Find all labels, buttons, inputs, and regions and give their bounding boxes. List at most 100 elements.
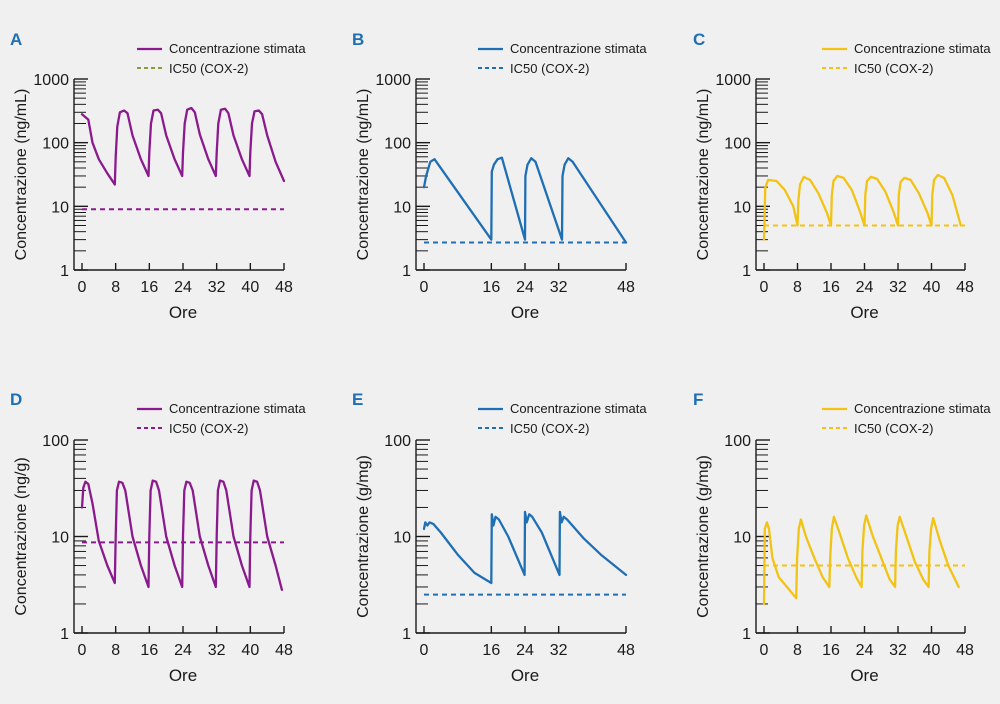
x-tick-label: 48 (275, 642, 293, 659)
y-tick-label: 1 (60, 263, 69, 280)
panel-d: D 1 10 100 0 8 16 24 32 40 48 Concentrazione (ng/g)… (10, 390, 306, 685)
panel-letter: E (352, 390, 363, 409)
legend-label-curve: Concentrazione stimata (169, 401, 306, 416)
x-tick-label: 24 (174, 642, 192, 659)
y-tick-label: 10 (733, 199, 751, 216)
legend: Concentrazione stimata IC50 (COX-2) (478, 41, 647, 76)
concentration-curve (422, 510, 628, 585)
y-tick-label: 100 (42, 136, 69, 153)
x-axis-label: Ore (169, 666, 197, 685)
x-tick-label: 0 (78, 642, 87, 659)
y-tick-label: 10 (393, 530, 411, 547)
x-tick-label: 0 (420, 642, 429, 659)
legend-label-ic50: IC50 (COX-2) (510, 421, 589, 436)
x-tick-label: 32 (550, 642, 568, 659)
y-tick-label: 1000 (715, 72, 751, 89)
panel-c: C 1 10 100 1000 0 8 16 24 32 40 48 Concentrazione (n… (693, 30, 991, 322)
x-axis-label: Ore (511, 666, 539, 685)
y-tick-label: 1 (402, 263, 411, 280)
legend: Concentrazione stimata IC50 (COX-2) (822, 401, 991, 436)
y-tick-label: 100 (724, 433, 751, 450)
x-tick-label: 8 (793, 279, 802, 296)
legend: Concentrazione stimata IC50 (COX-2) (137, 401, 306, 436)
y-tick-label: 100 (724, 136, 751, 153)
concentration-curve (80, 106, 286, 186)
x-tick-label: 0 (420, 279, 429, 296)
x-axis-label: Ore (850, 303, 878, 322)
x-tick-label: 24 (516, 642, 534, 659)
x-tick-label: 48 (956, 642, 974, 659)
x-tick-label: 48 (956, 279, 974, 296)
panel-letter: C (693, 30, 705, 49)
x-tick-label: 8 (111, 279, 120, 296)
concentration-curve (762, 173, 962, 241)
x-tick-label: 32 (889, 642, 907, 659)
legend-label-ic50: IC50 (COX-2) (854, 61, 933, 76)
x-tick-label: 40 (923, 642, 941, 659)
legend-label-curve: Concentrazione stimata (854, 401, 991, 416)
y-tick-label: 1 (60, 626, 69, 643)
x-tick-label: 0 (760, 279, 769, 296)
y-axis-label: Concentrazione (ng/g) (13, 457, 30, 615)
panel-letter: B (352, 30, 364, 49)
x-tick-label: 32 (889, 279, 907, 296)
x-tick-label: 8 (111, 642, 120, 659)
x-tick-label: 48 (617, 642, 635, 659)
y-tick-label: 10 (51, 199, 69, 216)
x-tick-label: 0 (78, 279, 87, 296)
legend-label-ic50: IC50 (COX-2) (854, 421, 933, 436)
panel-a: A 1 10 100 1000 0 8 16 24 32 40 48 Concentrazione (n… (10, 30, 306, 322)
y-axis-label: Concentrazione (ng/mL) (355, 89, 372, 261)
x-tick-label: 32 (550, 279, 568, 296)
x-tick-label: 32 (208, 642, 226, 659)
legend: Concentrazione stimata IC50 (COX-2) (478, 401, 647, 436)
x-tick-label: 16 (140, 279, 158, 296)
legend-label-ic50: IC50 (COX-2) (169, 61, 248, 76)
x-axis-label: Ore (511, 303, 539, 322)
y-tick-label: 1 (742, 263, 751, 280)
legend: Concentrazione stimata IC50 (COX-2) (822, 41, 991, 76)
x-tick-label: 32 (208, 279, 226, 296)
x-tick-label: 48 (617, 279, 635, 296)
x-tick-label: 16 (482, 642, 500, 659)
panel-letter: A (10, 30, 22, 49)
x-tick-label: 40 (923, 279, 941, 296)
y-tick-label: 1000 (33, 72, 69, 89)
y-tick-label: 1 (742, 626, 751, 643)
y-axis-label: Concentrazione (ng/mL) (13, 89, 30, 261)
y-tick-label: 10 (51, 530, 69, 547)
y-tick-label: 10 (393, 199, 411, 216)
x-tick-label: 8 (793, 642, 802, 659)
x-tick-label: 48 (275, 279, 293, 296)
x-tick-label: 16 (140, 642, 158, 659)
legend-label-curve: Concentrazione stimata (854, 41, 991, 56)
y-axis-label: Concentrazione (g/mg) (695, 455, 712, 618)
concentration-curve (422, 156, 628, 244)
y-tick-label: 1000 (375, 72, 411, 89)
x-tick-label: 40 (241, 642, 259, 659)
panel-letter: F (693, 390, 703, 409)
panel-f: F 1 10 100 0 8 16 24 32 40 48 Concentrazione (g/mg)… (693, 390, 991, 685)
y-tick-label: 100 (384, 136, 411, 153)
y-axis-label: Concentrazione (g/mg) (355, 455, 372, 618)
x-tick-label: 16 (822, 642, 840, 659)
x-axis-label: Ore (850, 666, 878, 685)
panel-b: B 1 10 100 1000 0 16 24 32 48 Concentrazione (ng/m… (352, 30, 647, 322)
legend-label-curve: Concentrazione stimata (510, 41, 647, 56)
y-tick-label: 10 (733, 530, 751, 547)
legend-label-ic50: IC50 (COX-2) (510, 61, 589, 76)
panel-e: E 1 10 100 0 16 24 32 48 Concentrazione (g/mg) Ore… (352, 390, 647, 685)
x-tick-label: 24 (856, 279, 874, 296)
x-tick-label: 24 (516, 279, 534, 296)
x-tick-label: 24 (856, 642, 874, 659)
legend-label-ic50: IC50 (COX-2) (169, 421, 248, 436)
y-tick-label: 100 (384, 433, 411, 450)
panel-letter: D (10, 390, 22, 409)
y-axis-label: Concentrazione (ng/mL) (695, 89, 712, 261)
x-tick-label: 16 (482, 279, 500, 296)
legend-label-curve: Concentrazione stimata (510, 401, 647, 416)
y-tick-label: 1 (402, 626, 411, 643)
legend: Concentrazione stimata IC50 (COX-2) (137, 41, 306, 76)
x-tick-label: 24 (174, 279, 192, 296)
